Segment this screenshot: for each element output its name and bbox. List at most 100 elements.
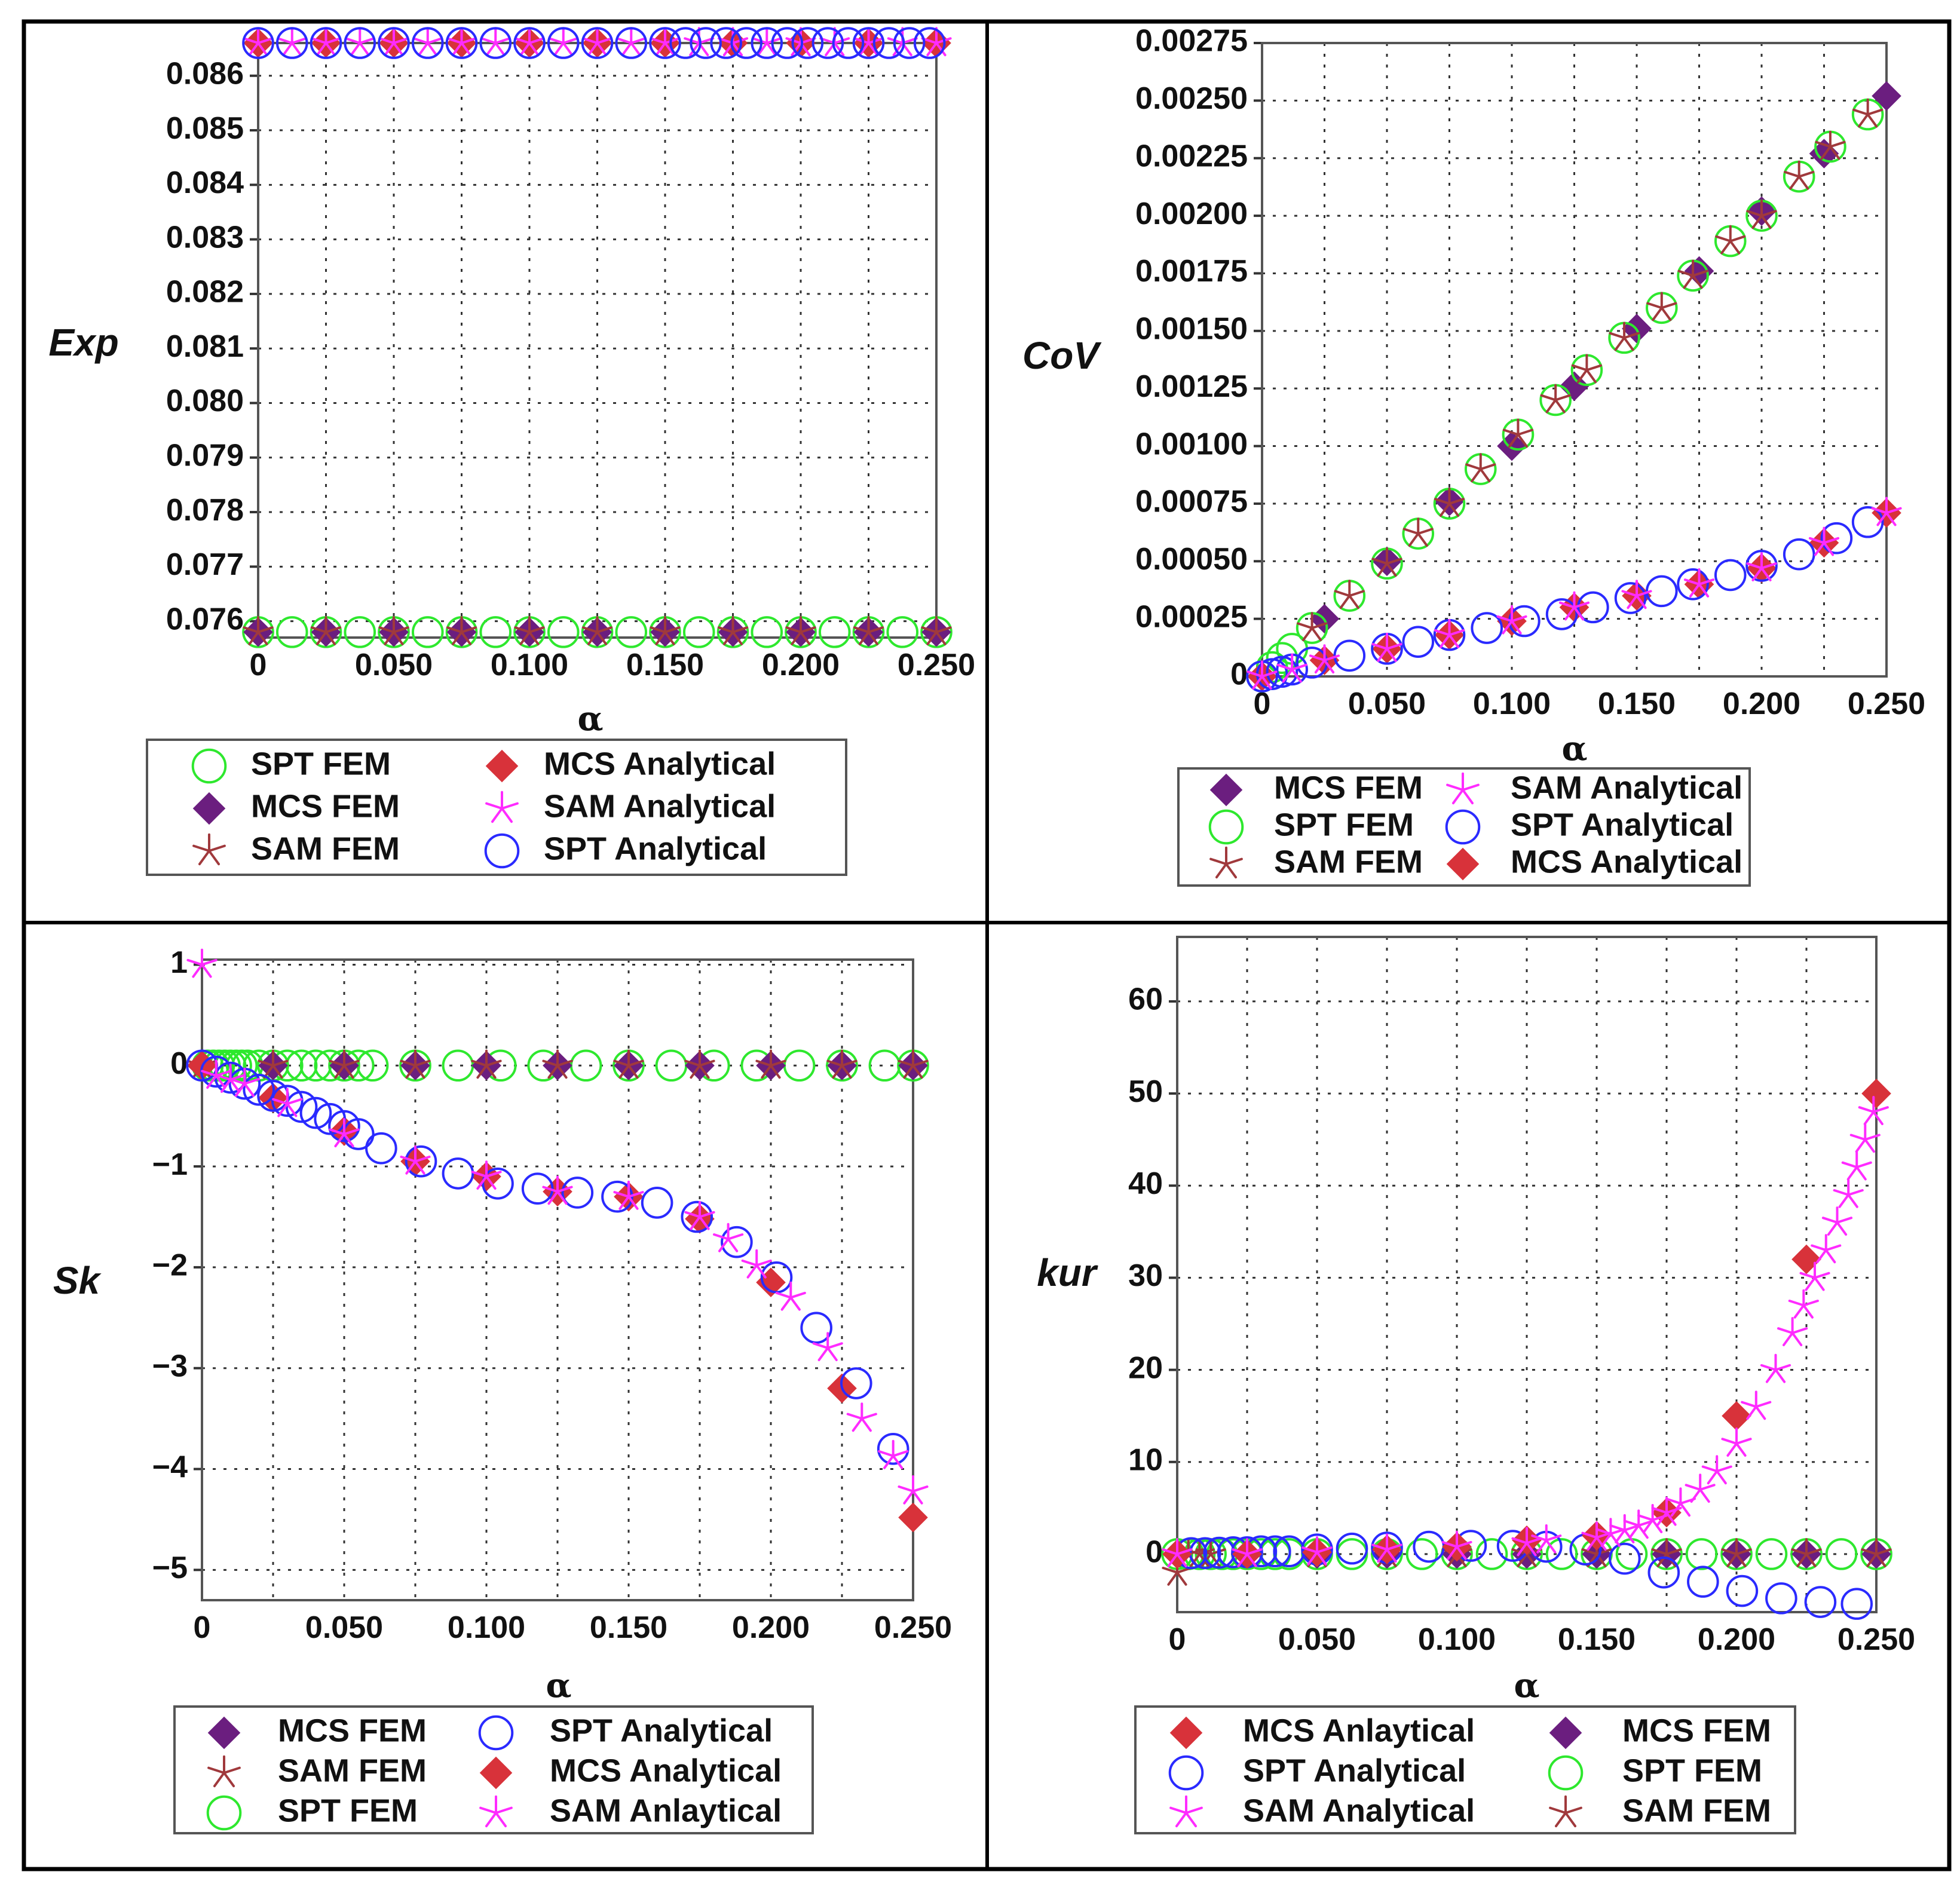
sk-ytick-label: −2 — [152, 1248, 188, 1283]
sk-point-sam_analytical — [542, 1175, 573, 1205]
cov-ytick-label: 0.00275 — [1135, 24, 1248, 59]
exp-point-sam_analytical — [243, 27, 274, 57]
sk-point-sam_analytical — [329, 1118, 360, 1148]
cov-point-sam_fem — [1746, 200, 1777, 229]
kur-point-sam_analytical — [1760, 1353, 1791, 1383]
exp-point-spt_analytical — [771, 27, 804, 59]
exp-point-spt_analytical — [811, 27, 844, 59]
cov-point-spt_analytical — [1714, 559, 1747, 592]
cov-point-sam_analytical — [1247, 660, 1278, 690]
sk-point-sam_fem — [400, 1049, 431, 1079]
sk-point-spt_fem — [655, 1049, 688, 1082]
cov-legend-marker-sam_fem — [1209, 846, 1243, 879]
kur-point-spt_fem — [1545, 1538, 1578, 1570]
kur-point-sam_analytical — [1799, 1261, 1830, 1291]
kur-point-spt_analytical — [1336, 1532, 1368, 1565]
kur-axes-box — [1176, 936, 1878, 1613]
kur-legend-label: SPT FEM — [1622, 1753, 1762, 1788]
exp-point-spt_analytical — [710, 27, 742, 59]
exp-point-sam_analytical — [378, 27, 409, 57]
kur-legend-label: MCS Anlaytical — [1243, 1713, 1475, 1748]
sk-legend-marker-mcs_fem — [207, 1716, 241, 1750]
exp-point-sam_fem — [243, 616, 274, 645]
kur-legend-marker-sam_fem — [1549, 1795, 1582, 1828]
cov-point-sam_fem — [1371, 547, 1402, 577]
sk-legend-marker-spt_fem — [206, 1795, 242, 1831]
sk-point-spt_analytical — [681, 1200, 713, 1233]
cov-ytick-label: 0 — [1230, 657, 1248, 692]
sk-xtick-label: 0.100 — [448, 1610, 525, 1645]
cov-point-spt_analytical — [1545, 598, 1578, 630]
kur-point-sam_analytical — [1441, 1530, 1472, 1560]
exp-point-sam_analytical — [344, 27, 375, 57]
exp-point-spt_analytical — [730, 27, 762, 59]
kur-xtick-label: 0.150 — [1558, 1622, 1636, 1657]
kur-legend-marker-mcs_fem — [1549, 1716, 1582, 1750]
cov-ylabel: CoV — [1022, 334, 1102, 377]
sk-point-sam_analytical — [613, 1180, 644, 1210]
kur-xlabel: α — [1514, 1666, 1539, 1705]
kur-point-sam_fem — [1791, 1538, 1822, 1567]
sk-point-spt_analytical — [561, 1177, 594, 1209]
exp-legend-marker-sam_fem — [192, 833, 226, 866]
cov-legend-marker-sam_analytical — [1446, 772, 1480, 805]
exp-legend-label: SPT FEM — [251, 746, 391, 782]
exp-point-sam_fem — [921, 616, 952, 645]
cov-axes-box — [1261, 42, 1888, 678]
exp-xtick-label: 0 — [250, 648, 267, 682]
cov-panel: 0 0.050 0.100 0.150 0.200 0.25000.000250.0005… — [1022, 24, 1925, 887]
sk-point-spt_analytical — [299, 1096, 332, 1129]
cov-legend-marker-mcs_analytical — [1446, 847, 1480, 881]
exp-legend-label: SAM FEM — [251, 831, 400, 866]
exp-legend-label: MCS Analytical — [544, 746, 776, 782]
kur-ytick-label: 30 — [1128, 1258, 1163, 1293]
cov-point-spt_analytical — [1577, 591, 1609, 624]
cov-ytick-label: 0.00025 — [1135, 599, 1248, 634]
sk-ytick-label: 0 — [170, 1046, 188, 1081]
sk-point-sam_analytical — [684, 1200, 715, 1230]
cov-xtick-label: 0.200 — [1723, 687, 1800, 721]
cov-ytick-label: 0.00050 — [1135, 542, 1248, 577]
exp-point-spt_analytical — [242, 27, 274, 59]
kur-legend-label: SAM Analytical — [1243, 1793, 1475, 1828]
cov-point-sam_fem — [1571, 354, 1602, 384]
cov-xtick-label: 0.250 — [1848, 687, 1925, 721]
cov-point-spt_analytical — [1266, 655, 1298, 688]
sk-point-sam_analytical — [741, 1249, 772, 1279]
kur-point-sam_analytical — [1833, 1178, 1864, 1208]
exp-xtick-label: 0.200 — [762, 648, 840, 682]
kur-ytick-label: 60 — [1128, 982, 1163, 1017]
kur-point-spt_fem — [1475, 1538, 1508, 1570]
exp-point-spt_analytical — [649, 27, 681, 59]
exp-ylabel: Exp — [48, 321, 118, 364]
kur-point-spt_analytical — [1804, 1586, 1837, 1618]
exp-point-spt_analytical — [513, 27, 546, 59]
exp-point-spt_analytical — [275, 27, 308, 59]
exp-series-sam_fem — [243, 616, 952, 645]
kur-xtick-label: 0.250 — [1838, 1622, 1915, 1657]
sk-point-spt_analytical — [271, 1085, 304, 1117]
sk-point-sam_analytical — [201, 1059, 232, 1089]
sk-point-mcs_analytical — [898, 1502, 928, 1533]
sk-ytick-label: −1 — [152, 1147, 188, 1182]
sk-point-spt_fem — [442, 1049, 474, 1082]
exp-point-sam_fem — [446, 616, 477, 645]
kur-legend-marker-sam_analytical — [1169, 1795, 1203, 1828]
cov-point-sam_fem — [1465, 453, 1496, 483]
exp-point-spt_fem — [344, 616, 376, 648]
sk-point-sam_fem — [258, 1049, 289, 1079]
cov-legend: MCS FEM SAM Analytical SPT FEM SPT Analytic… — [1177, 767, 1751, 887]
cov-point-sam_analytical — [1276, 653, 1307, 683]
sk-point-sam_fem — [755, 1049, 786, 1079]
cov-ytick-label: 0.00075 — [1135, 485, 1248, 519]
exp-panel: 0 0.050 0.100 0.150 0.200 0.250 0.076 0.077 0.07… — [48, 27, 975, 876]
exp-plot-area: 0 0.050 0.100 0.150 0.200 0.250 0.076 0.077 0.07… — [166, 27, 975, 682]
sk-point-spt_analytical — [840, 1367, 872, 1399]
exp-legend-marker-mcs_analytical — [485, 749, 519, 783]
cov-point-sam_analytical — [1309, 644, 1340, 674]
exp-point-spt_analytical — [751, 27, 783, 59]
exp-point-spt_analytical — [791, 27, 824, 59]
sk-xtick-label: 0.050 — [305, 1610, 383, 1645]
sk-legend-label: SAM FEM — [278, 1753, 427, 1788]
sk-plot-area: 0 0.050 0.100 0.150 0.200 0.250 1 0 −1 −2 −3 −4 −5 — [152, 945, 952, 1645]
